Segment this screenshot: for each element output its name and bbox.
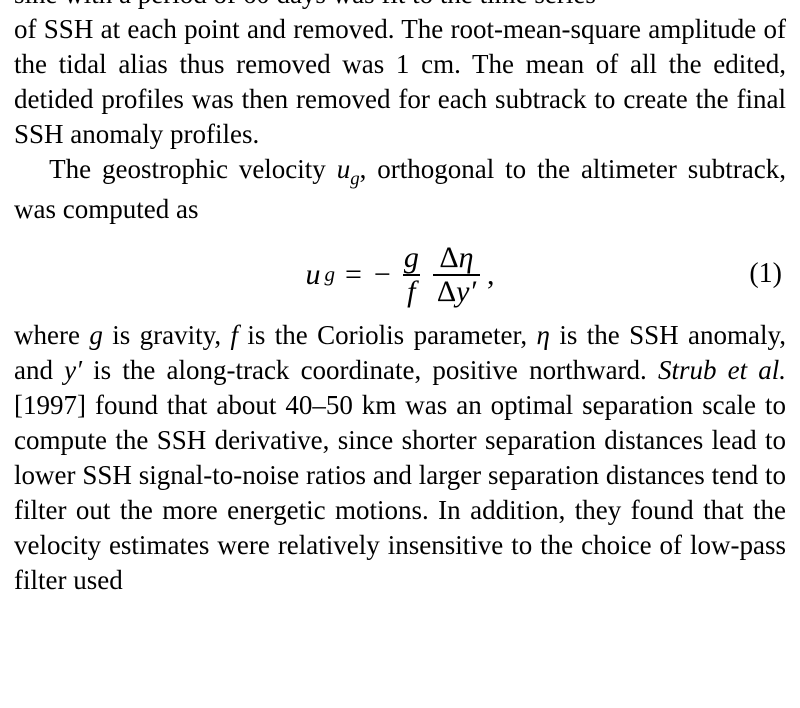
p3-text-c: is the Coriolis parameter,	[238, 320, 537, 350]
eq-lhs-u: u	[305, 255, 320, 294]
p3-text-b: is gravity,	[103, 320, 231, 350]
var-yprime: y′	[64, 355, 82, 385]
variable-ug-sub: g	[350, 169, 359, 190]
p0-text: sine with a period of 60 days was fit to…	[14, 0, 596, 9]
var-eta: η	[537, 320, 550, 350]
eq-frac-1: g f	[400, 242, 423, 307]
paragraph-3: where g is gravity, f is the Coriolis pa…	[14, 318, 786, 599]
paragraph-2: The geostrophic velocity ug, orthogonal …	[14, 152, 786, 227]
citation-strub: Strub et al.	[658, 355, 786, 385]
eq-frac1-num: g	[400, 242, 423, 274]
eq-frac2-num-delta: Δ	[439, 241, 458, 274]
p3-text-e: is the along-track coordinate, positive …	[82, 355, 658, 385]
var-f: f	[231, 320, 239, 350]
eq-frac2-den-delta: Δ	[437, 275, 456, 308]
citation-year: [1997]	[14, 390, 86, 420]
eq-minus: −	[374, 255, 391, 294]
eq-frac2-num-var: η	[459, 241, 474, 274]
eq-trailing-comma: ,	[487, 255, 495, 294]
p3-text-g: found that about 40–50 km was an optimal…	[14, 390, 786, 595]
equation-1: ug = − g f Δη Δy′ , (1)	[14, 238, 786, 312]
equation-label: (1)	[749, 256, 782, 292]
eq-frac-2: Δη Δy′	[433, 242, 480, 307]
eq-equals: =	[345, 255, 362, 294]
variable-ug-u: u	[337, 154, 351, 184]
paragraph-1: of SSH at each point and removed. The ro…	[14, 12, 786, 152]
eq-frac1-den: f	[403, 274, 419, 308]
eq-frac2-den-var: y′	[456, 275, 476, 308]
eq-frac2-num: Δη	[435, 242, 477, 274]
var-g: g	[89, 320, 103, 350]
p1-text: of SSH at each point and removed. The ro…	[14, 14, 786, 149]
eq-frac2-den: Δy′	[433, 274, 480, 308]
equation-body: ug = − g f Δη Δy′ ,	[305, 242, 494, 307]
eq-lhs-sub: g	[324, 261, 335, 288]
paragraph-partial-top: sine with a period of 60 days was fit to…	[14, 0, 786, 12]
p2-text-a: The geostrophic velocity	[49, 154, 337, 184]
p3-text-a: where	[14, 320, 89, 350]
